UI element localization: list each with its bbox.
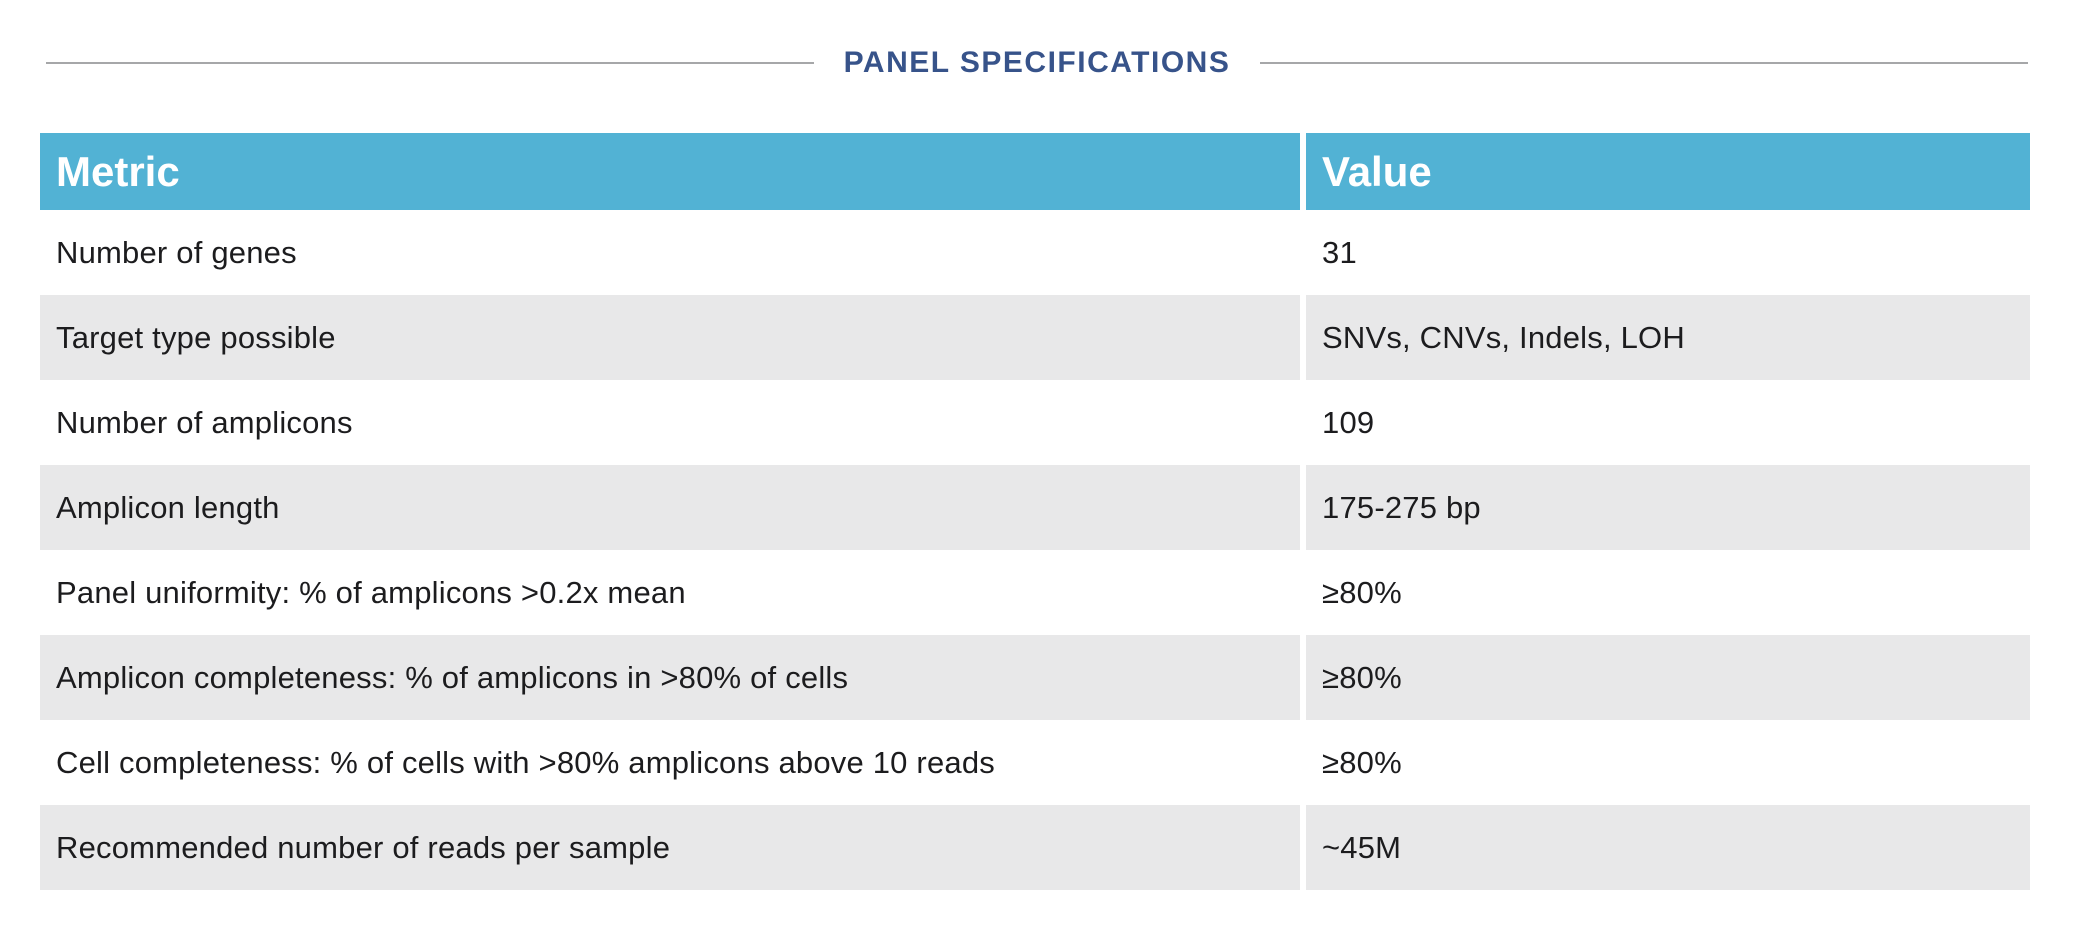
value-cell: ~45M: [1300, 805, 2030, 890]
metric-cell: Amplicon length: [56, 489, 280, 525]
value-cell: ≥80%: [1300, 550, 2030, 635]
value-cell: ≥80%: [1300, 635, 2030, 720]
divider-line-right: [1260, 62, 2028, 64]
table-row: Cell completeness: % of cells with >80% …: [40, 720, 2030, 805]
metric-cell: Number of genes: [56, 234, 297, 270]
table-header-row: Metric Value: [40, 133, 2030, 210]
metric-cell: Number of amplicons: [56, 404, 353, 440]
section-title: PANEL SPECIFICATIONS: [843, 46, 1231, 79]
metric-cell: Target type possible: [56, 319, 336, 355]
section-title-bar: PANEL SPECIFICATIONS: [46, 38, 2028, 88]
table-row: Panel uniformity: % of amplicons >0.2x m…: [40, 550, 2030, 635]
table-row: Amplicon completeness: % of amplicons in…: [40, 635, 2030, 720]
table-row: Number of genes 31: [40, 210, 2030, 295]
metric-cell: Cell completeness: % of cells with >80% …: [56, 744, 995, 780]
metric-cell: Recommended number of reads per sample: [56, 829, 671, 865]
table-row: Amplicon length 175-275 bp: [40, 465, 2030, 550]
table-row: Number of amplicons 109: [40, 380, 2030, 465]
divider-line-left: [46, 62, 814, 64]
value-cell: ≥80%: [1300, 720, 2030, 805]
column-header-value: Value: [1300, 133, 2030, 210]
column-header-metric: Metric: [56, 147, 180, 195]
table-row: Recommended number of reads per sample ~…: [40, 805, 2030, 890]
metric-cell: Panel uniformity: % of amplicons >0.2x m…: [56, 574, 686, 610]
panel-specifications-table: Metric Value Number of genes 31 Target t…: [40, 133, 2030, 890]
value-cell: SNVs, CNVs, Indels, LOH: [1300, 295, 2030, 380]
table-row: Target type possible SNVs, CNVs, Indels,…: [40, 295, 2030, 380]
metric-cell: Amplicon completeness: % of amplicons in…: [56, 659, 849, 695]
value-cell: 109: [1300, 380, 2030, 465]
value-cell: 175-275 bp: [1300, 465, 2030, 550]
value-cell: 31: [1300, 210, 2030, 295]
